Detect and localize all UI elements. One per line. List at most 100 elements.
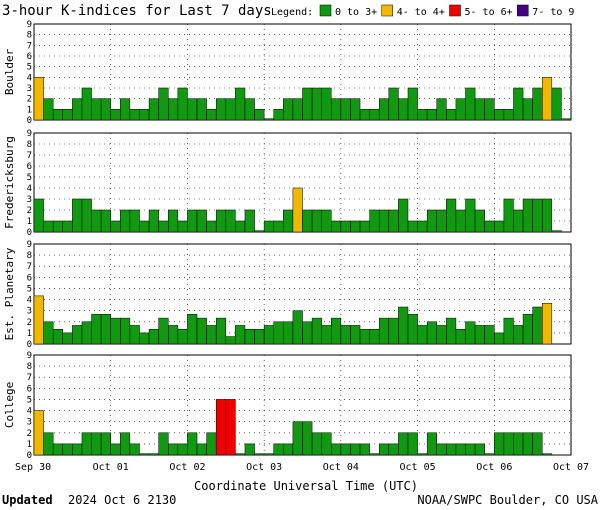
y-tick-label: 1 (27, 217, 32, 227)
y-tick-label: 3 (27, 418, 32, 428)
k-bar (551, 230, 562, 233)
y-tick-label: 3 (27, 307, 32, 317)
footer: Updated 2024 Oct 6 2130 NOAA/SWPC Boulde… (2, 493, 599, 507)
k-bar (302, 87, 313, 121)
k-bar (513, 325, 524, 345)
k-bar (225, 336, 236, 345)
k-bar (120, 317, 131, 345)
k-bar (398, 306, 409, 345)
k-bar (158, 432, 169, 456)
k-bar (331, 98, 342, 121)
k-bar (292, 310, 303, 345)
k-bar (436, 443, 447, 456)
legend-swatch (449, 4, 461, 17)
k-bar (52, 443, 64, 456)
k-bar (62, 332, 73, 345)
k-bar (474, 443, 485, 456)
k-bar (311, 87, 322, 121)
k-bar (72, 98, 83, 121)
k-bar (398, 198, 409, 233)
k-bar (158, 317, 169, 345)
k-bar (522, 314, 533, 345)
legend-title: Legend: (271, 7, 313, 18)
k-bar (81, 198, 92, 233)
k-bar (129, 443, 140, 456)
k-bar (168, 98, 179, 121)
k-bar (273, 220, 284, 233)
k-bar (215, 399, 227, 456)
k-bar (513, 209, 524, 233)
k-bar (426, 432, 438, 456)
y-tick-label: 3 (27, 84, 32, 94)
k-bar (177, 443, 188, 456)
k-bar (426, 209, 438, 233)
y-tick-label: 0 (27, 116, 32, 126)
x-tick-label: Oct 03 (246, 462, 282, 473)
k-bar (340, 325, 351, 345)
k-bar (148, 209, 159, 233)
y-tick-label: 3 (27, 195, 32, 205)
k-bar (206, 432, 217, 456)
k-bar (350, 98, 361, 121)
y-tick-label: 8 (27, 140, 32, 150)
k-bar (168, 325, 179, 345)
k-bar (33, 198, 44, 233)
k-bar (148, 328, 159, 345)
panels: 0123456789Boulder0123456789Fredericksbur… (3, 20, 572, 461)
k-bar (52, 109, 64, 121)
k-bar (33, 77, 44, 121)
k-bar (302, 209, 313, 233)
k-bar (359, 328, 370, 345)
k-bar (254, 453, 265, 456)
k-bar (187, 209, 198, 233)
y-tick-label: 6 (27, 273, 32, 283)
k-bar (513, 87, 524, 121)
k-bar (532, 87, 543, 121)
y-tick-label: 6 (27, 52, 32, 62)
k-bar (522, 432, 533, 456)
x-tick-label: Oct 07 (553, 462, 589, 473)
k-bar (235, 220, 246, 233)
k-bar (273, 443, 284, 456)
y-tick-label: 2 (27, 206, 32, 216)
k-bar (273, 321, 284, 345)
k-bar (215, 98, 227, 121)
k-bar (177, 328, 188, 345)
k-bar (378, 98, 390, 121)
panel-ylabel: College (3, 382, 16, 428)
k-bar (33, 410, 44, 456)
y-tick-label: 0 (27, 340, 32, 350)
k-bar (43, 432, 54, 456)
k-bar (465, 87, 476, 121)
k-bar (474, 209, 485, 233)
k-bar (187, 98, 198, 121)
k-bar (446, 443, 457, 456)
y-tick-label: 0 (27, 451, 32, 461)
k-bar (263, 220, 274, 233)
k-bar (455, 443, 466, 456)
k-bar (302, 321, 313, 345)
k-bar (350, 443, 361, 456)
k-bar (388, 209, 399, 233)
k-bar (541, 453, 553, 456)
k-bar (494, 432, 505, 456)
k-bar (436, 209, 447, 233)
k-bar (417, 109, 428, 121)
k-bar (196, 98, 207, 121)
k-bar (177, 220, 188, 233)
k-bar (378, 209, 390, 233)
k-bar (503, 317, 514, 345)
k-bar (244, 98, 255, 121)
k-bar (532, 432, 543, 456)
k-bar (235, 453, 246, 456)
k-bar (91, 432, 102, 456)
k-bar (129, 109, 140, 121)
k-bar (426, 321, 438, 345)
k-bar (369, 453, 380, 456)
k-bar (321, 325, 332, 345)
k-bar (331, 220, 342, 233)
k-bar (283, 321, 294, 345)
